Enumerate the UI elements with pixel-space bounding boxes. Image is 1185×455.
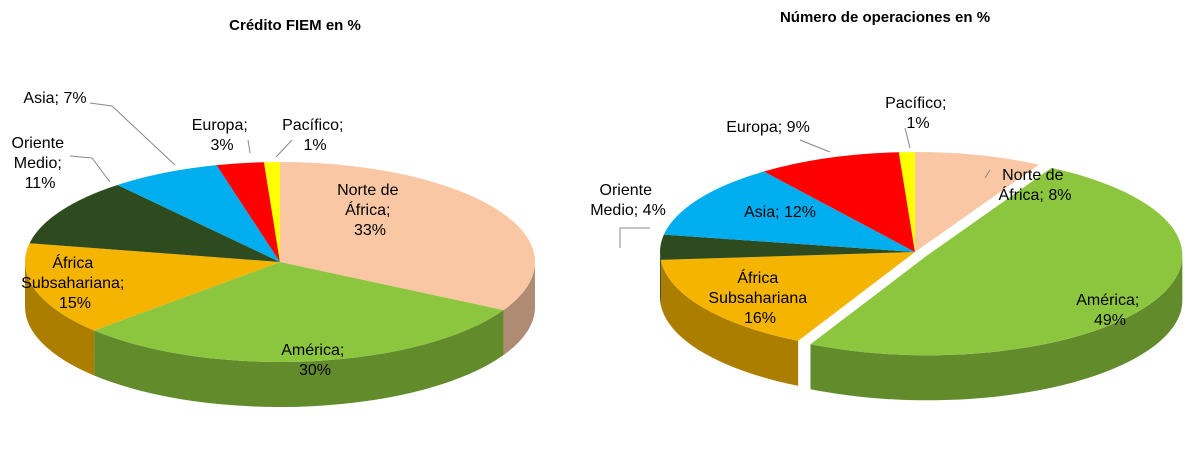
data-label-line: Norte de <box>1002 167 1068 184</box>
data-label: Norte de África; 33% <box>337 182 403 239</box>
pie-slice <box>216 162 280 262</box>
leader-line <box>619 227 650 248</box>
data-label-line: Norte de <box>337 182 403 199</box>
data-label: Oriente Medio; 4% <box>590 182 666 219</box>
data-label-line: 1% <box>906 115 929 132</box>
data-label-line: 33% <box>354 222 386 239</box>
data-label: América; 30% <box>281 342 349 379</box>
pie-slice-side <box>503 262 535 356</box>
data-label-line: Asia; 7% <box>23 90 86 107</box>
leader-line <box>247 139 251 154</box>
data-label: Europa; 3% <box>192 117 252 154</box>
data-label-line: Medio; <box>14 155 66 172</box>
data-label-line: Medio; 4% <box>590 202 666 219</box>
pie-slice <box>663 171 915 252</box>
pie-slice-side <box>25 262 95 376</box>
data-label-line: 1% <box>303 137 326 154</box>
data-label-line: 11% <box>25 175 56 192</box>
data-label-line: Pacífico; <box>282 117 348 134</box>
pie-tops <box>660 152 1183 356</box>
data-label: América; 49% <box>1076 292 1144 329</box>
data-label-line: África <box>737 268 782 287</box>
pie-tops <box>24 162 535 362</box>
pie-slice <box>810 167 1183 356</box>
leader-line <box>89 102 176 166</box>
data-label-line: América; <box>1076 292 1144 309</box>
data-label-line: América; <box>281 342 349 359</box>
data-label-line: Europa; 9% <box>726 119 810 136</box>
pie-slice <box>660 234 915 260</box>
pie-slice <box>915 152 1039 252</box>
data-label-line: Subsahariana <box>708 290 811 307</box>
data-label-line: 49% <box>1094 312 1126 329</box>
chart-title: Crédito FIEM en % <box>229 17 361 34</box>
data-label-line: África; 8% <box>999 185 1072 204</box>
pie-slice <box>263 162 280 262</box>
leader-line <box>904 127 911 149</box>
pie-slice <box>29 184 280 262</box>
pie-slice-side <box>660 259 799 386</box>
data-label-line: Oriente <box>12 135 69 152</box>
data-label: Oriente Medio; 11% <box>12 135 69 192</box>
data-label: Europa; 9% <box>726 119 810 136</box>
data-label-line: 30% <box>299 362 331 379</box>
data-label: Norte de África; 8% <box>999 167 1072 204</box>
data-label: África Subsahariana; 15% <box>21 253 129 312</box>
pie-sides <box>25 262 535 407</box>
data-label-line: Oriente <box>600 182 657 199</box>
data-label-line: África; <box>345 200 395 219</box>
chart-title: Número de operaciones en % <box>780 9 990 26</box>
data-label-line: 16% <box>744 310 776 327</box>
data-label-line: África <box>52 253 97 272</box>
leader-line <box>799 139 831 153</box>
data-label: África Subsahariana 16% <box>708 268 811 327</box>
data-label-line: Europa; <box>192 117 252 134</box>
data-label: Asia; 12% <box>744 204 816 221</box>
data-label-line: 3% <box>210 137 233 154</box>
pie-sides <box>660 252 1183 401</box>
leader-lines <box>69 102 991 248</box>
pie-slice-side <box>660 252 661 305</box>
data-label-line: Subsahariana; <box>21 275 129 292</box>
pie-slice <box>660 252 915 341</box>
leader-line <box>984 169 991 179</box>
pie-slice <box>898 152 915 252</box>
data-label-line: Asia; 12% <box>744 204 816 221</box>
pie-slice <box>763 152 915 252</box>
data-label: Pacífico; 1% <box>885 95 951 132</box>
pie-slice-side <box>810 255 1183 401</box>
leader-line <box>69 155 111 183</box>
pie-slice <box>280 162 535 311</box>
pie-slice <box>94 262 504 362</box>
leader-line <box>275 139 293 158</box>
pie-slice <box>24 243 280 331</box>
data-label: Asia; 7% <box>23 90 86 107</box>
data-label: Pacífico; 1% <box>282 117 348 154</box>
data-label-line: Pacífico; <box>885 95 951 112</box>
pie-slice-side <box>94 310 504 407</box>
data-label-line: 15% <box>59 295 91 312</box>
pie-slice <box>117 165 281 262</box>
